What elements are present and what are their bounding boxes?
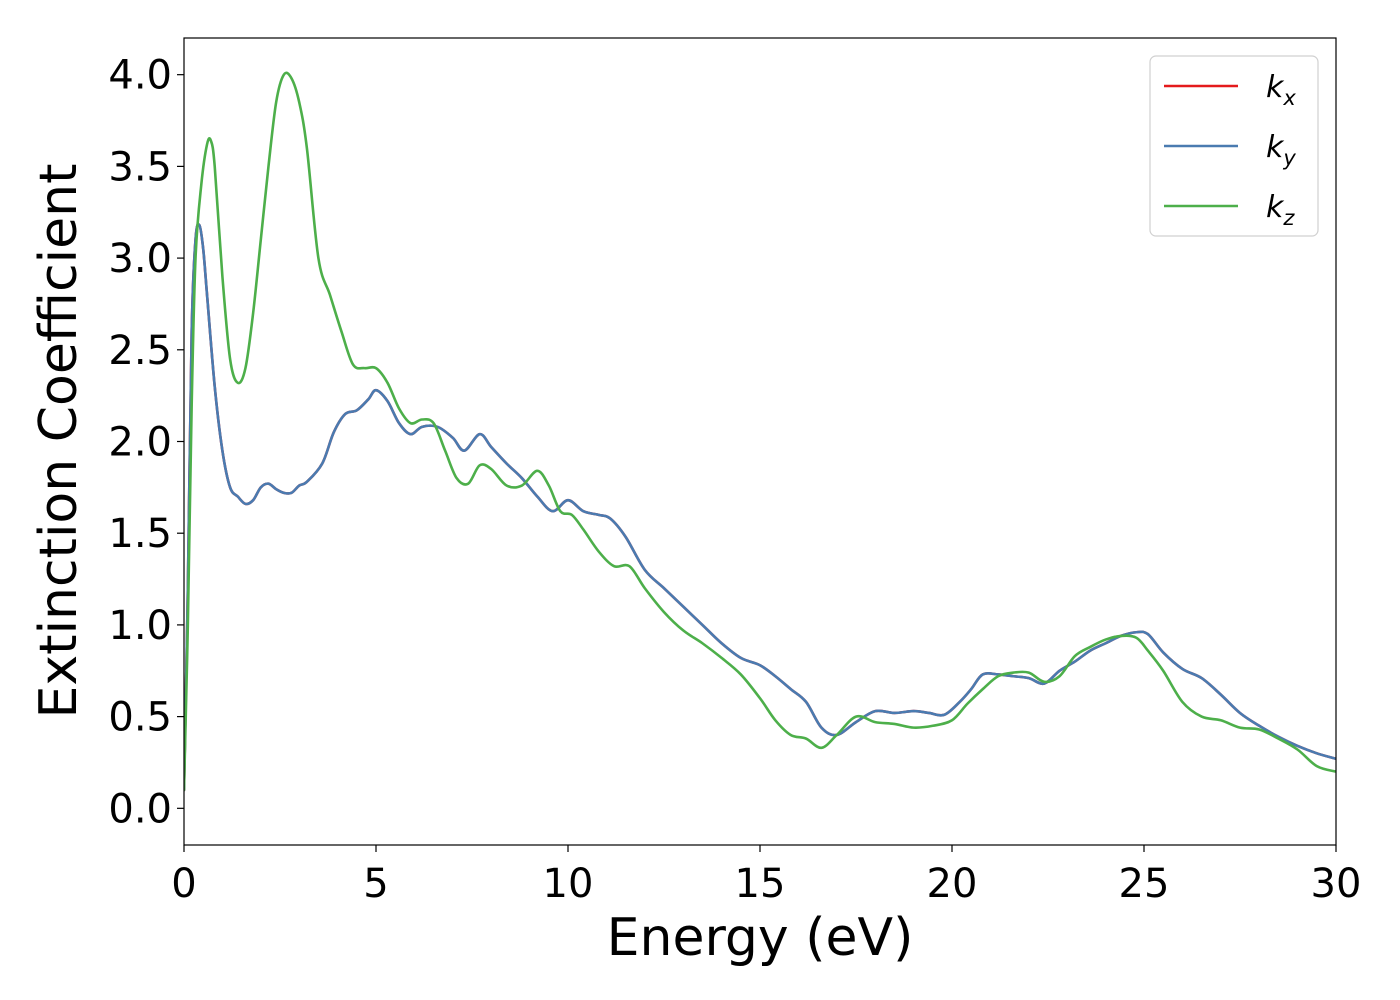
y-tick-label: 1.0 bbox=[108, 603, 172, 649]
legend-label-z: kz bbox=[1266, 190, 1295, 230]
legend-label-base: k bbox=[1266, 70, 1285, 105]
x-axis-label: Energy (eV) bbox=[607, 908, 914, 968]
legend-label-subscript: z bbox=[1282, 206, 1295, 230]
legend-label-base: k bbox=[1266, 190, 1285, 225]
y-tick-label: 1.5 bbox=[108, 511, 172, 557]
y-tick-label: 4.0 bbox=[108, 53, 172, 99]
x-tick-label: 15 bbox=[735, 861, 786, 907]
series-line-y bbox=[184, 222, 1336, 792]
x-axis: 0 5 10 15 20 25 30 bbox=[171, 845, 1361, 907]
legend-label-subscript: y bbox=[1282, 146, 1296, 170]
legend-label-x: kx bbox=[1266, 70, 1296, 110]
y-tick-label: 3.5 bbox=[108, 144, 172, 190]
y-tick-label: 0.5 bbox=[108, 695, 172, 741]
x-tick-label: 5 bbox=[363, 861, 388, 907]
y-tick-label: 2.5 bbox=[108, 328, 172, 374]
x-tick-label: 0 bbox=[171, 861, 196, 907]
legend-label-base: k bbox=[1266, 130, 1285, 165]
x-tick-label: 10 bbox=[543, 861, 594, 907]
y-tick-label: 2.0 bbox=[108, 420, 172, 466]
y-axis: 0.0 0.5 1.0 1.5 2.0 2.5 3.0 3.5 4.0 bbox=[108, 53, 184, 832]
y-tick-label: 0.0 bbox=[108, 786, 172, 832]
y-tick-label: 3.0 bbox=[108, 236, 172, 282]
legend-label-subscript: x bbox=[1282, 86, 1296, 110]
x-tick-label: 30 bbox=[1311, 861, 1362, 907]
series-line-z bbox=[184, 71, 1336, 792]
x-tick-label: 20 bbox=[927, 861, 978, 907]
series-group bbox=[184, 71, 1336, 792]
y-axis-label: Extinction Coefficient bbox=[29, 164, 89, 719]
legend-label-y: ky bbox=[1266, 130, 1296, 170]
x-tick-label: 25 bbox=[1119, 861, 1170, 907]
